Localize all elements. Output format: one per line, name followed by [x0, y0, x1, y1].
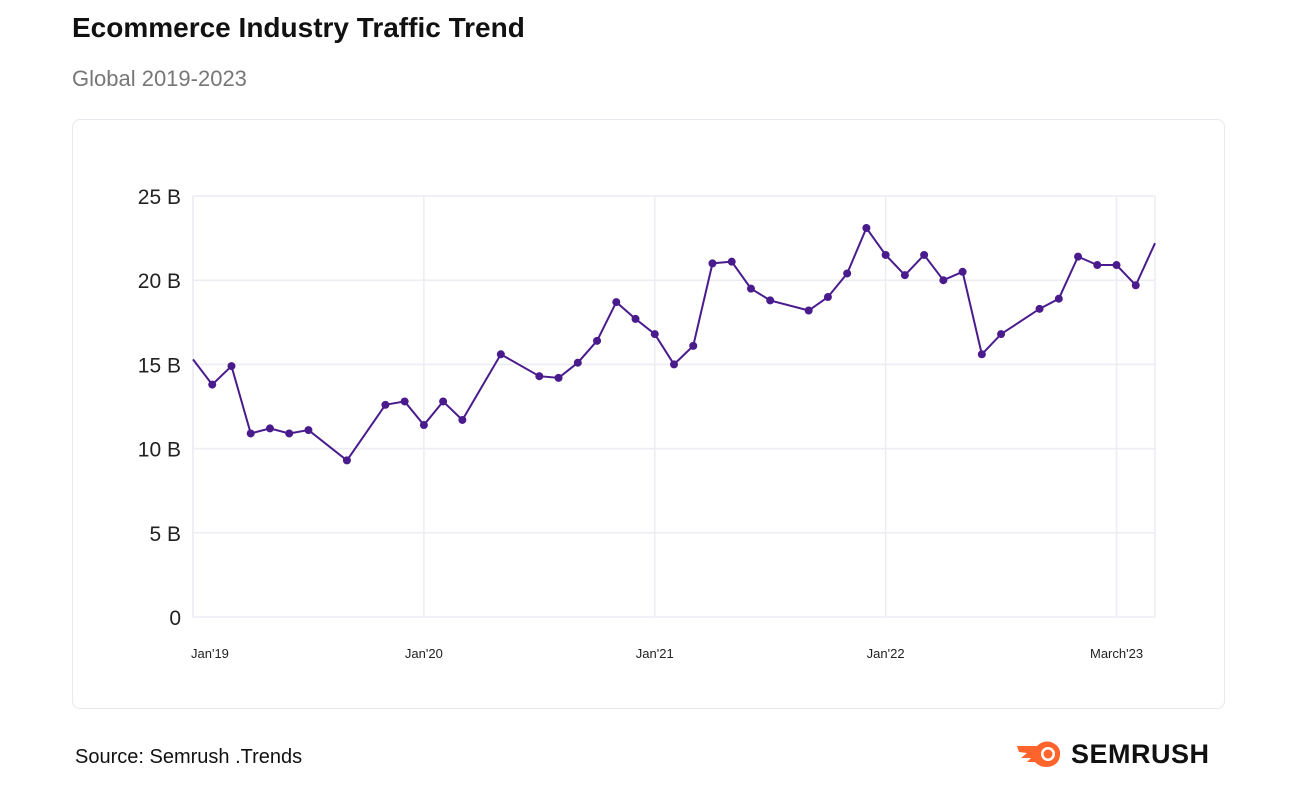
- y-tick-label: 10 B: [138, 439, 181, 462]
- y-tick-label: 20 B: [138, 270, 181, 293]
- data-point: [650, 330, 659, 339]
- y-tick-label: 5 B: [149, 523, 181, 546]
- data-point: [612, 298, 621, 307]
- data-point: [708, 259, 717, 268]
- data-point: [631, 314, 640, 323]
- source-text: Source: Semrush .Trends: [75, 746, 303, 768]
- data-point: [939, 276, 948, 285]
- data-point: [381, 400, 390, 409]
- x-tick-label: Jan'22: [867, 646, 905, 661]
- data-point: [265, 424, 274, 433]
- data-point: [246, 429, 255, 438]
- data-point: [458, 415, 467, 424]
- data-point: [881, 250, 890, 259]
- chart-title: Ecommerce Industry Traffic Trend: [72, 12, 525, 43]
- y-tick-label: 0: [169, 607, 181, 630]
- data-point: [1035, 304, 1044, 313]
- data-point: [1054, 294, 1063, 303]
- data-point: [1131, 281, 1140, 290]
- data-point: [535, 372, 544, 381]
- data-point: [400, 397, 409, 406]
- data-point: [958, 267, 967, 276]
- chart-card: [72, 119, 1225, 709]
- data-point: [285, 429, 294, 438]
- x-tick-label: Jan'20: [405, 646, 443, 661]
- data-point: [670, 360, 678, 369]
- data-point: [727, 257, 736, 266]
- data-point: [554, 373, 563, 382]
- y-tick-label: 25 B: [138, 186, 181, 209]
- data-point: [1093, 261, 1102, 270]
- data-point: [304, 426, 313, 435]
- data-point: [804, 306, 813, 315]
- series-line: [192, 225, 1156, 462]
- x-tick-label: Jan'21: [636, 646, 674, 661]
- data-point: [227, 362, 236, 371]
- data-point: [342, 456, 351, 465]
- data-point: [997, 330, 1006, 339]
- data-point: [689, 341, 698, 350]
- data-point: [208, 380, 217, 389]
- data-point: [843, 269, 852, 278]
- x-tick-label: Jan'19: [191, 646, 229, 661]
- y-tick-label: 15 B: [138, 354, 181, 377]
- data-point: [1074, 252, 1083, 261]
- data-point: [766, 296, 775, 305]
- data-point: [593, 336, 602, 345]
- data-point: [1112, 261, 1121, 270]
- data-point: [496, 350, 505, 359]
- x-tick-label: March'23: [1090, 646, 1143, 661]
- data-point: [439, 397, 448, 406]
- data-point: [419, 421, 428, 430]
- data-point: [900, 271, 909, 280]
- data-point: [920, 250, 929, 259]
- semrush-flame-icon: [1017, 741, 1061, 767]
- data-point: [573, 358, 582, 367]
- chart-subtitle: Global 2019-2023: [72, 66, 247, 91]
- semrush-logo: SEMRUSH: [1015, 738, 1210, 770]
- logo-text: SEMRUSH: [1071, 738, 1210, 769]
- data-point: [823, 293, 832, 302]
- data-point: [746, 284, 755, 293]
- data-point: [977, 350, 986, 359]
- data-point: [862, 223, 871, 232]
